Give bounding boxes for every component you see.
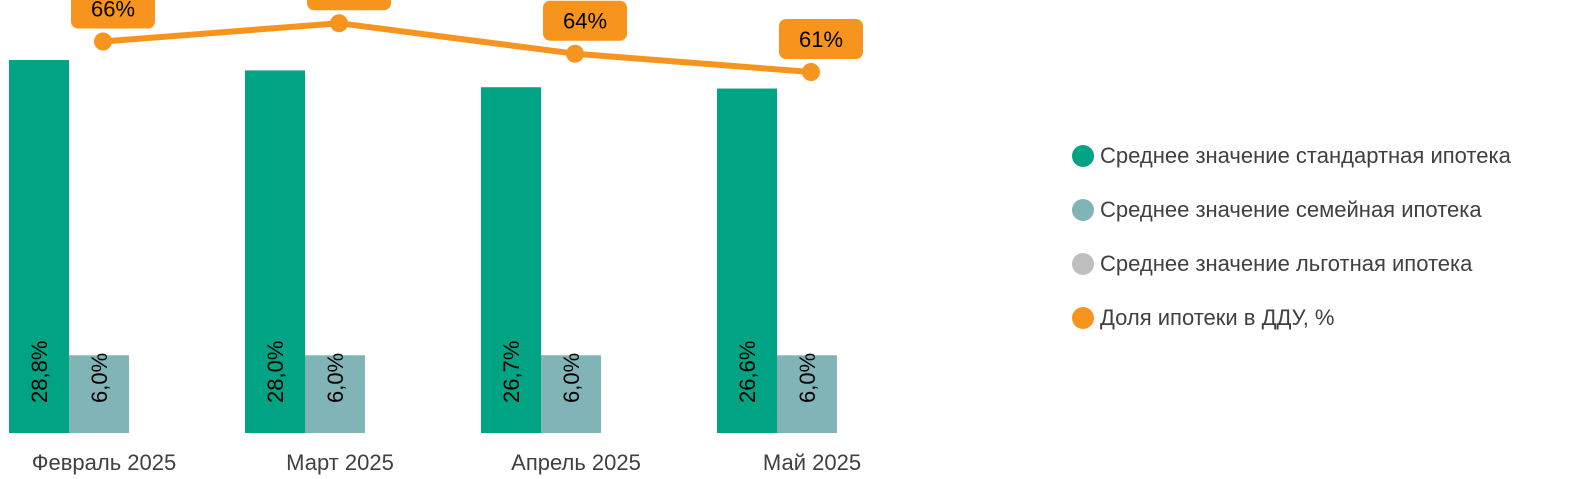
line-data-label: 69%: [327, 0, 371, 3]
line-data-label-box: [779, 19, 863, 59]
bar-label-family: 6,0%: [87, 353, 112, 403]
line-data-label: 64%: [563, 9, 607, 34]
line-data-label: 61%: [799, 27, 843, 52]
legend-label-ddu-share: Доля ипотеки в ДДУ, %: [1100, 305, 1335, 330]
legend-dot-family: [1072, 199, 1094, 221]
line-data-label: 66%: [91, 0, 135, 22]
bar-label-standard: 26,7%: [499, 341, 524, 403]
line-ddu-share: [102, 20, 812, 75]
line-point: [330, 14, 348, 33]
legend-item-preferential: Среднее значение льготная ипотека: [1072, 250, 1511, 278]
legend-dot-standard: [1072, 145, 1094, 167]
legend-label-preferential: Среднее значение льготная ипотека: [1100, 251, 1473, 276]
bar-label-standard: 28,0%: [263, 341, 288, 403]
bar-standard: [9, 60, 69, 433]
line-point: [802, 63, 820, 81]
bar-label-standard: 26,6%: [735, 341, 760, 403]
line-point: [94, 32, 112, 51]
line-point: [566, 44, 584, 63]
bar-label-standard: 28,8%: [27, 341, 52, 403]
legend-item-standard: Среднее значение стандартная ипотека: [1072, 142, 1511, 170]
bar-standard: [717, 88, 777, 433]
mortgage-chart: 28,8% 6,0% Февраль 2025 28,0% 6,0% Март 2025 2…: [9, 0, 863, 475]
line-data-label-box: [71, 0, 155, 29]
bar-label-family: 6,0%: [559, 353, 584, 403]
legend-label-standard: Среднее значение стандартная ипотека: [1100, 143, 1511, 168]
legend-item-family: Среднее значение семейная ипотека: [1072, 196, 1511, 224]
legend-item-ddu-share: Доля ипотеки в ДДУ, %: [1072, 304, 1511, 332]
legend: Среднее значение стандартная ипотека Сре…: [1072, 142, 1511, 358]
category-label: Май 2025: [763, 450, 861, 475]
category-label: Март 2025: [286, 450, 394, 475]
legend-label-family: Среднее значение семейная ипотека: [1100, 197, 1482, 222]
bar-family: [777, 355, 837, 433]
category-label: Февраль 2025: [32, 450, 176, 475]
bar-label-family: 6,0%: [323, 353, 348, 403]
line-data-label-box: [543, 0, 627, 41]
category-label: Апрель 2025: [511, 450, 641, 475]
bar-standard: [245, 70, 305, 434]
legend-dot-preferential: [1072, 253, 1094, 275]
line-data-label-box: [307, 0, 391, 11]
bar-label-family: 6,0%: [795, 353, 820, 403]
bar-family: [305, 355, 365, 433]
bar-family: [69, 355, 129, 433]
legend-dot-ddu-share: [1072, 307, 1094, 329]
bar-standard: [481, 87, 541, 434]
bar-family: [541, 355, 601, 433]
